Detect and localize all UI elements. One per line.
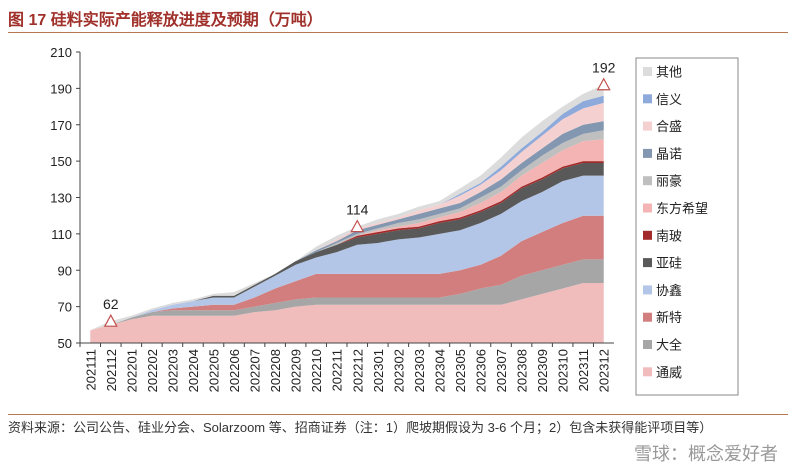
legend-label: 合盛 xyxy=(656,119,682,134)
legend-swatch xyxy=(643,67,652,76)
x-tick-label: 202210 xyxy=(309,349,324,392)
legend-swatch xyxy=(643,312,652,322)
x-tick-label: 202112 xyxy=(104,349,119,391)
legend-label: 丽豪 xyxy=(656,174,682,189)
x-tick-label: 202304 xyxy=(432,349,447,392)
x-tick-label: 202205 xyxy=(207,349,222,392)
y-tick-label: 70 xyxy=(58,300,72,315)
plot-area xyxy=(90,84,604,343)
x-tick-label: 202310 xyxy=(556,349,571,392)
annotation-marker xyxy=(596,77,611,91)
y-tick-label: 110 xyxy=(51,227,72,242)
annotation-label: 62 xyxy=(103,296,119,312)
x-tick-label: 202202 xyxy=(145,349,160,392)
x-tick-label: 202301 xyxy=(371,349,386,392)
y-tick-label: 50 xyxy=(58,336,72,351)
legend-box xyxy=(635,57,739,396)
legend-swatch xyxy=(643,148,652,158)
area xyxy=(90,215,604,331)
chart-title: 图 17 硅料实际产能释放进度及预期（万吨） xyxy=(8,12,323,29)
legend-label: 东方希望 xyxy=(656,201,708,216)
source-rule xyxy=(8,414,788,415)
area xyxy=(90,162,604,331)
x-tick-label: 202302 xyxy=(391,349,406,392)
title-rule xyxy=(8,32,788,33)
x-tick-label: 202203 xyxy=(165,349,180,392)
x-tick-label: 202309 xyxy=(535,349,550,392)
area xyxy=(90,139,604,331)
legend-label: 大全 xyxy=(656,338,682,353)
area xyxy=(90,259,604,331)
y-tick-label: 150 xyxy=(50,154,72,169)
x-tick-label: 202305 xyxy=(453,349,468,392)
y-tick-label: 170 xyxy=(50,118,72,133)
annotation-label: 192 xyxy=(592,60,616,76)
legend-swatch xyxy=(643,285,652,295)
area xyxy=(90,130,604,331)
legend-swatch xyxy=(643,176,652,186)
legend-label: 协鑫 xyxy=(656,283,682,298)
x-tick-label: 202207 xyxy=(248,349,263,392)
legend-label: 通威 xyxy=(656,365,682,380)
x-tick-label: 202201 xyxy=(124,349,139,392)
legend-swatch xyxy=(643,340,652,349)
x-tick-label: 202306 xyxy=(474,349,489,392)
area xyxy=(90,282,604,343)
legend-label: 信义 xyxy=(656,92,682,107)
legend-swatch xyxy=(643,203,652,213)
annotation-label: 114 xyxy=(346,202,369,218)
legend-swatch xyxy=(643,94,652,104)
y-tick-label: 90 xyxy=(58,263,72,278)
watermark: 雪球：概念爱好者 xyxy=(634,444,778,464)
source-note: 资料来源：公司公告、硅业分会、Solarzoom 等、招商证券（注：1）爬坡期假… xyxy=(8,420,713,435)
y-tick-label: 130 xyxy=(50,191,72,206)
legend-label: 晶诺 xyxy=(656,146,682,161)
legend-swatch xyxy=(643,367,652,377)
x-tick-label: 202311 xyxy=(576,349,591,391)
legend-swatch xyxy=(643,230,652,240)
x-tick-label: 202206 xyxy=(227,349,242,392)
legend-label: 亚硅 xyxy=(656,256,682,271)
x-tick-label: 202208 xyxy=(268,349,283,392)
area xyxy=(90,175,604,331)
x-tick-label: 202307 xyxy=(494,349,509,392)
x-tick-label: 202111 xyxy=(83,349,98,390)
legend-label: 其他 xyxy=(656,65,682,80)
x-tick-label: 202211 xyxy=(330,349,345,391)
legend-swatch xyxy=(643,121,652,131)
area xyxy=(90,121,604,331)
legend-label: 南玻 xyxy=(656,228,682,243)
x-tick-label: 202212 xyxy=(350,349,365,392)
x-tick-label: 202303 xyxy=(412,349,427,392)
y-tick-label: 210 xyxy=(50,45,72,60)
annotation-marker xyxy=(350,219,365,233)
legend-label: 新特 xyxy=(656,310,682,325)
x-tick-label: 202204 xyxy=(186,349,201,392)
y-tick-label: 190 xyxy=(50,81,72,96)
x-tick-label: 202209 xyxy=(289,349,304,392)
legend-swatch xyxy=(643,258,652,268)
annotation-marker xyxy=(103,313,118,327)
x-tick-label: 202308 xyxy=(515,349,530,392)
x-tick-label: 202312 xyxy=(597,349,612,392)
